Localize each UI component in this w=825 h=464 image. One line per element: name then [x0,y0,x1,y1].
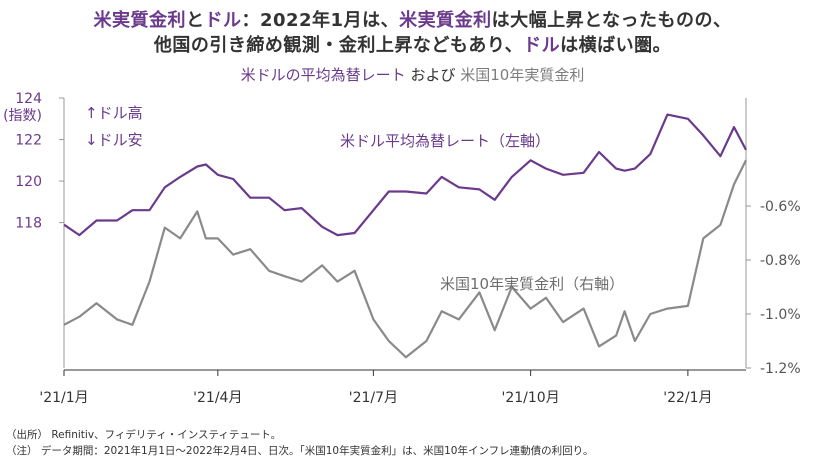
left-tick-label: 118 [15,216,42,232]
right-tick-label: -1.2% [760,361,801,377]
footer-note: （注） データ期間：2021年1月1日～2022年2月4日、日次。「米国10年実… [6,445,594,457]
headline-text-2: は大幅上昇となったものの、 [491,10,732,31]
subtitle-rate: 米国10年実質金利 [460,66,585,84]
headline-rate-1: 米実質金利 [93,10,186,31]
x-tick-label: '21/7月 [349,390,398,406]
legend-dollar-up: ↑ドル高 [85,104,143,122]
rate-series-line [63,159,747,359]
headline-text-3: 他国の引き締め観測・金利上昇などもあり、 [153,35,524,56]
headline-line-1: 米実質金利とドル：2022年1月は、米実質金利は大幅上昇となったものの、 [0,6,825,32]
x-tick-label: '21/4月 [193,390,242,406]
rate-series-label: 米国10年実質金利（右軸） [440,275,624,293]
usd-series-label: 米ドル平均為替レート（左軸） [340,132,550,150]
left-axis-unit: (指数) [3,108,42,124]
headline-text-1: ：2022年1月は、 [241,10,400,31]
left-tick-label: 124 [15,91,42,107]
legend-dollar-down: ↓ドル安 [85,131,143,149]
subtitle-usd: 米ドルの平均為替レート [240,66,406,84]
footer-source: （出所） Refinitiv、フィデリティ・インスティテュート。 [6,429,282,441]
chart-subtitle: 米ドルの平均為替レート および 米国10年実質金利 [0,64,825,85]
headline-line-2: 他国の引き締め観測・金利上昇などもあり、ドルは横ばい圏。 [0,31,825,57]
x-tick-label: '22/1月 [663,390,712,406]
headline-and: と [185,10,205,31]
right-tick-label: -0.8% [760,253,801,269]
headline-dollar-2: ドル [523,35,561,56]
headline-dollar-1: ドル [204,10,242,31]
headline-text-4: は横ばい圏。 [560,35,672,56]
left-tick-label: 120 [15,174,42,190]
x-tick-label: '21/1月 [39,390,88,406]
usd-series-line [63,113,747,237]
right-tick-label: -0.6% [760,199,801,215]
left-tick-label: 122 [15,133,42,149]
subtitle-and: および [405,66,461,84]
x-tick-label: '21/10月 [502,390,560,406]
headline-rate-2: 米実質金利 [399,10,492,31]
right-tick-label: -1.0% [760,307,801,323]
